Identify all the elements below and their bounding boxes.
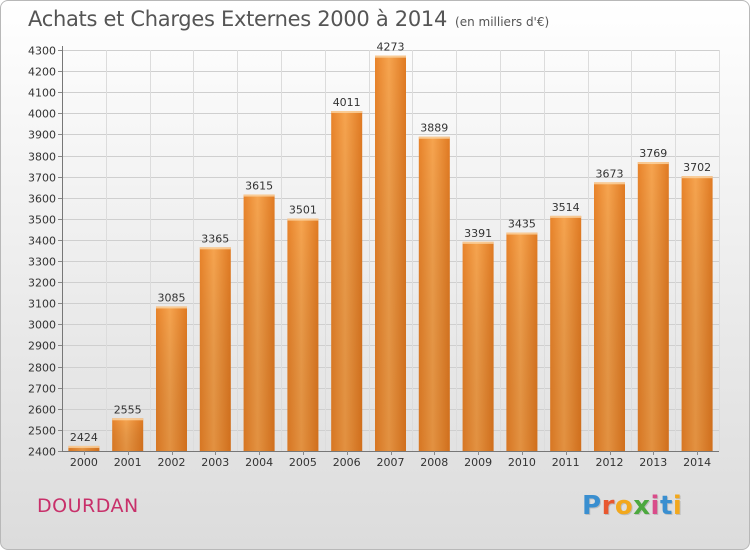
- bar-top-highlight: [637, 162, 669, 165]
- x-tick-label: 2002: [158, 456, 186, 469]
- y-tick-label: 3700: [28, 172, 56, 185]
- bar-top-highlight: [199, 247, 231, 250]
- x-tick-label: 2013: [639, 456, 667, 469]
- x-tick-label: 2006: [333, 456, 361, 469]
- x-tick-label: 2014: [683, 456, 711, 469]
- logo-letter: r: [601, 491, 615, 521]
- bar-top-highlight: [156, 306, 187, 309]
- y-tick-label: 3900: [28, 129, 56, 142]
- data-labels: 2424 2555 3085 3365 3615 3501 4011 4273 3889 3391…: [70, 41, 711, 444]
- y-tick-label: 2900: [28, 340, 56, 353]
- y-tick-label: 3500: [28, 214, 56, 227]
- y-tick-label: 3300: [28, 256, 56, 269]
- chart-subtitle: (en milliers d'€): [455, 15, 550, 29]
- data-label: 3514: [552, 201, 580, 214]
- data-label: 3615: [245, 180, 273, 193]
- bar-shade: [550, 215, 582, 451]
- bar-shade: [594, 182, 625, 451]
- y-tick-label: 2400: [28, 446, 56, 459]
- x-tick-label: 2000: [70, 456, 98, 469]
- bar-shade: [112, 418, 144, 451]
- bar-shade: [506, 232, 538, 451]
- y-tick-label: 4200: [28, 66, 56, 79]
- data-label: 4011: [333, 96, 361, 109]
- bar-top-highlight: [375, 55, 406, 58]
- data-label: 3769: [639, 147, 667, 160]
- data-label: 2555: [114, 403, 142, 416]
- x-tick-label: 2001: [114, 456, 142, 469]
- data-label: 3365: [201, 232, 229, 245]
- bar-shade: [199, 247, 231, 451]
- logo-letter: P: [582, 491, 602, 521]
- bar-shade: [287, 218, 319, 451]
- proxiti-logo[interactable]: Proxiti: [582, 491, 682, 521]
- data-label: 3391: [464, 227, 492, 240]
- bar-top-highlight: [68, 445, 100, 448]
- data-label: 4273: [377, 41, 405, 54]
- y-tick-label: 2500: [28, 425, 56, 438]
- x-tick-label: 2005: [289, 456, 317, 469]
- bar-top-highlight: [331, 110, 363, 113]
- x-tick-label: 2004: [245, 456, 273, 469]
- bars: [68, 55, 713, 452]
- bar-top-highlight: [594, 182, 625, 185]
- bar-top-highlight: [243, 194, 275, 197]
- data-label: 3085: [158, 291, 186, 304]
- data-label: 3673: [596, 167, 624, 180]
- bar-shade: [681, 176, 713, 451]
- data-label: 3435: [508, 218, 536, 231]
- bar-top-highlight: [506, 232, 538, 235]
- y-tick-label: 2700: [28, 383, 56, 396]
- bar-top-highlight: [112, 418, 144, 421]
- x-tick-label: 2012: [596, 456, 624, 469]
- data-label: 3702: [683, 161, 711, 174]
- place-name: DOURDAN: [37, 495, 139, 517]
- y-tick-label: 3800: [28, 151, 56, 164]
- bar-shade: [418, 136, 450, 452]
- logo-letter: o: [614, 491, 634, 521]
- chart-title-text: Achats et Charges Externes 2000 à 2014: [28, 7, 448, 31]
- bar-shade: [375, 55, 406, 451]
- y-tick-label: 3100: [28, 298, 56, 311]
- y-tick-label: 3600: [28, 193, 56, 206]
- axes: 2400 2500 2600 2700 2800 2900 3000 3100 3200 3300…: [28, 45, 719, 469]
- bar-top-highlight: [418, 136, 450, 139]
- x-tick-label: 2003: [201, 456, 229, 469]
- y-tick-label: 2600: [28, 404, 56, 417]
- x-tick-label: 2011: [552, 456, 580, 469]
- data-label: 3889: [420, 122, 448, 135]
- bar-top-highlight: [550, 215, 582, 218]
- chart-title: Achats et Charges Externes 2000 à 2014 (e…: [28, 7, 549, 31]
- y-tick-label: 3400: [28, 235, 56, 248]
- data-label: 3501: [289, 204, 317, 217]
- y-tick-label: 4300: [28, 45, 56, 58]
- bar-shade: [156, 306, 187, 451]
- logo-letter: x: [633, 491, 651, 521]
- y-tick-label: 3000: [28, 319, 56, 332]
- x-tick-label: 2008: [420, 456, 448, 469]
- bar-shade: [243, 194, 275, 452]
- bar-shade: [331, 110, 363, 452]
- bar-top-highlight: [287, 218, 319, 221]
- data-label: 2424: [70, 431, 98, 444]
- y-tick-label: 4000: [28, 108, 56, 121]
- logo-letter: i: [650, 491, 660, 521]
- y-tick-label: 3200: [28, 277, 56, 290]
- y-tick-label: 4100: [28, 87, 56, 100]
- bar-shade: [68, 445, 100, 451]
- bar-shade: [462, 241, 494, 451]
- bar-shade: [637, 162, 669, 451]
- logo-letter: t: [659, 491, 673, 521]
- bar-top-highlight: [462, 241, 494, 244]
- bar-top-highlight: [681, 176, 713, 179]
- y-tick-label: 2800: [28, 362, 56, 375]
- x-tick-label: 2007: [377, 456, 405, 469]
- logo-letter: i: [672, 491, 683, 521]
- x-tick-label: 2010: [508, 456, 536, 469]
- x-tick-label: 2009: [464, 456, 492, 469]
